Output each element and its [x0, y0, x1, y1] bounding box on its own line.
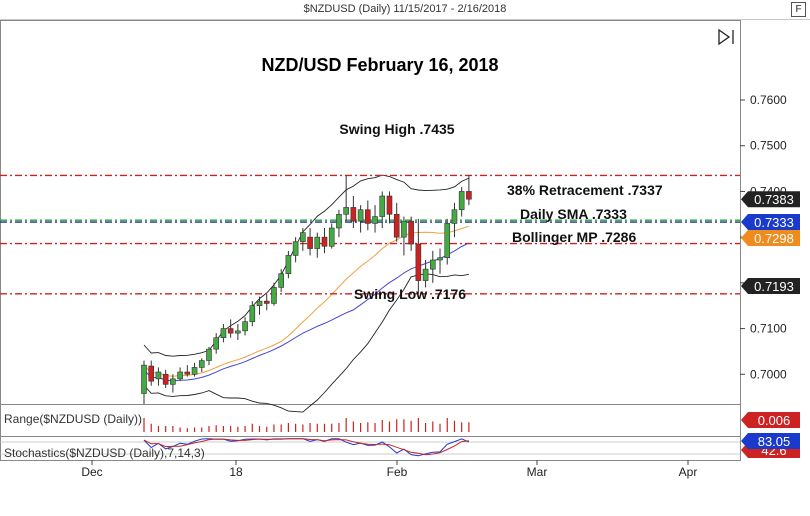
candle-body [350, 207, 357, 222]
candle-body [271, 287, 277, 304]
candle-body [386, 195, 393, 215]
candle-body [328, 227, 335, 247]
candle-body [429, 259, 436, 270]
candle-body [372, 216, 378, 224]
annotation-sma: Daily SMA .7333 [520, 206, 627, 222]
x-tick-label: Dec [81, 465, 102, 479]
candle-body [249, 305, 256, 323]
stoch-k-line [143, 438, 470, 457]
price-tag-shape [741, 191, 800, 208]
indicator-layer [143, 174, 470, 413]
candle-body [285, 255, 292, 275]
candle-body [256, 300, 263, 307]
candle-body [162, 373, 169, 385]
stochastics-panel-label: Stochastics($NZDUSD (Daily),7,14,3) [4, 446, 205, 460]
candle-body [458, 191, 465, 211]
slow-ma-line [143, 242, 470, 382]
y-tick-label: 0.7600 [750, 93, 787, 107]
candle-body [379, 195, 386, 217]
price-tag-shape [741, 230, 800, 247]
price-tag: 0.7298 [754, 231, 794, 246]
candle-body [422, 268, 429, 281]
candle-body [415, 243, 422, 281]
candle-body [213, 337, 219, 350]
candle-body [206, 348, 212, 361]
play-icon[interactable] [718, 28, 734, 46]
annotation-retracement: 38% Retracement .7337 [507, 182, 663, 198]
price-tag-shape [741, 214, 800, 231]
candle-body [184, 371, 191, 375]
price-tag: 0.7383 [754, 192, 794, 207]
plot-frame [0, 20, 741, 461]
price-tag-shape [741, 278, 800, 295]
candle-body [220, 328, 227, 339]
candle-body [451, 209, 458, 224]
y-tick-label: 0.7100 [750, 322, 787, 336]
candle-body [300, 232, 306, 243]
candle-body [148, 365, 155, 382]
candle-body [444, 223, 451, 259]
candle-body [437, 257, 443, 261]
candle-body [393, 213, 400, 238]
x-tick-label: Feb [387, 465, 408, 479]
candle-body [263, 300, 270, 304]
candle-body [314, 236, 321, 249]
stoch-d-line [143, 438, 469, 456]
y-tick-label: 0.7500 [750, 139, 787, 153]
candle-body [177, 371, 183, 380]
candle-body [242, 321, 248, 332]
candle-body [365, 209, 371, 224]
axes-layer: 0.76000.75000.74000.73000.72000.71000.70… [81, 93, 800, 479]
annotation-swing-low: Swing Low .7176 [354, 286, 466, 302]
candle-body [198, 360, 205, 368]
candle-body [191, 367, 198, 375]
candle-body [141, 364, 147, 394]
annotation-bollinger: Bollinger MP .7286 [512, 229, 636, 245]
f-button[interactable]: F [791, 2, 806, 17]
stoch-k-value-tag: 83.05 [758, 434, 791, 449]
candle-body [401, 220, 407, 238]
candle-body [357, 209, 364, 222]
candle-body [170, 378, 176, 385]
bollinger-lower-line [143, 273, 469, 413]
candle-body [227, 328, 234, 334]
window-title: $NZDUSD (Daily) 11/15/2017 - 2/16/2018 [303, 3, 507, 15]
x-tick-label: Apr [679, 465, 698, 479]
y-tick-label: 0.7000 [750, 367, 787, 381]
window-title-bar: $NZDUSD (Daily) 11/15/2017 - 2/16/2018 F [0, 0, 810, 20]
candle-body [155, 371, 162, 380]
candle-body [278, 273, 284, 288]
bollinger-upper-line [143, 174, 470, 357]
candle-body [343, 207, 349, 215]
candle-body [336, 213, 342, 229]
candle-body [292, 241, 299, 256]
annotation-swing-high: Swing High .7435 [339, 121, 454, 137]
price-tag: 0.7193 [754, 279, 794, 294]
candle-body [235, 330, 241, 334]
candle-body [408, 220, 414, 245]
candle-body [321, 236, 328, 247]
stoch-k-value-tag-shape [741, 433, 800, 449]
candle-body [466, 191, 472, 200]
price-tag: 0.7333 [754, 215, 794, 230]
x-tick-label: Mar [527, 465, 548, 479]
range-value-tag: 0.006 [758, 413, 791, 428]
candle-body [307, 236, 313, 249]
lower-panels-layer [0, 418, 740, 457]
x-tick-label: 18 [229, 465, 243, 479]
range-panel-label: Range($NZDUSD (Daily)) [4, 412, 142, 426]
candles-layer [141, 175, 472, 404]
fast-ma-line [143, 225, 470, 377]
chart-title: NZD/USD February 16, 2018 [261, 55, 498, 75]
range-value-tag-shape [741, 412, 800, 428]
grid-layer [0, 20, 741, 461]
